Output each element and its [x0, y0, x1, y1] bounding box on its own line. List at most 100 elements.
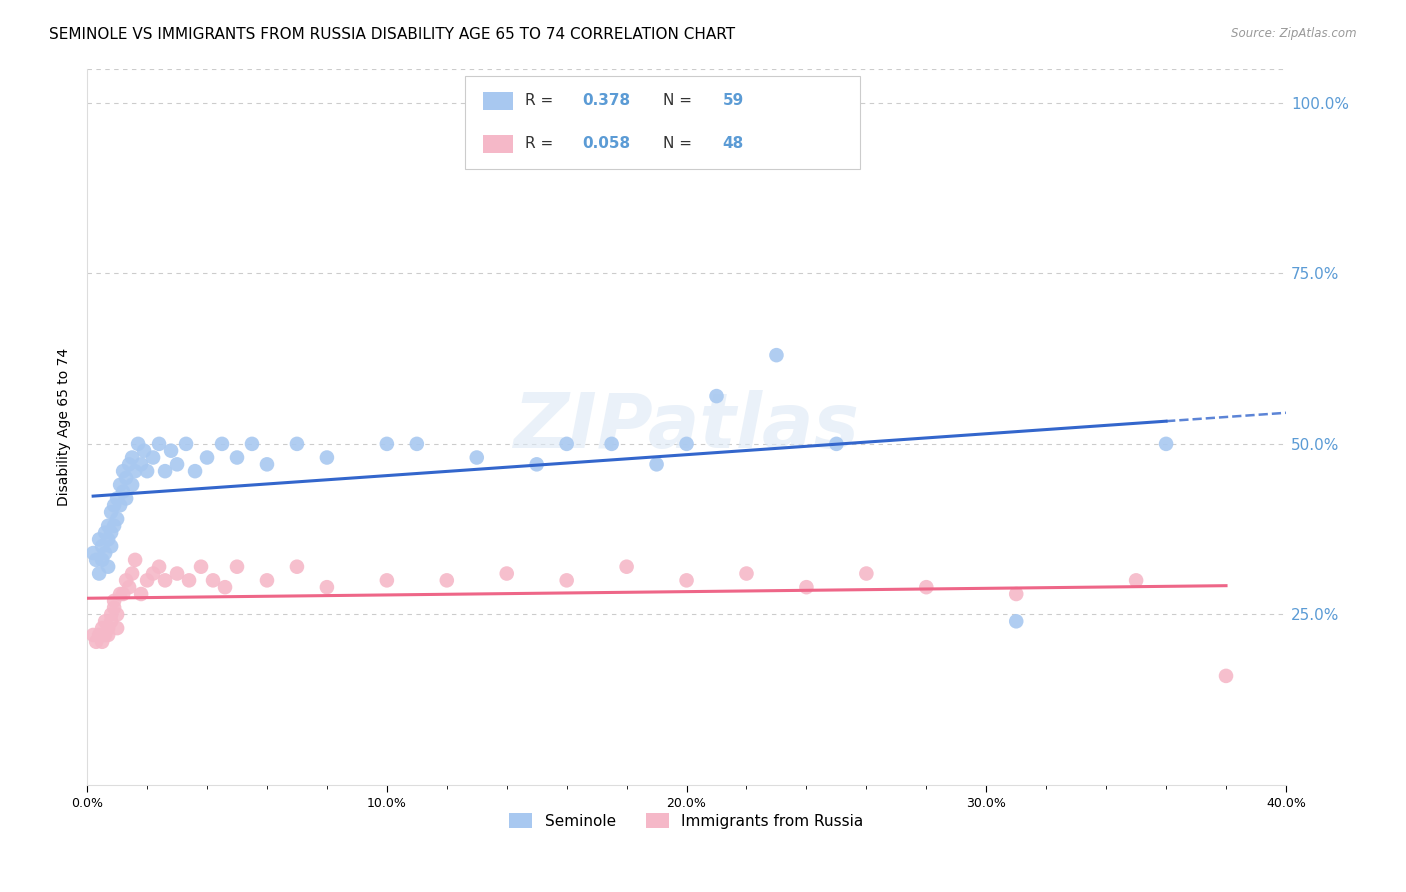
Point: [82, 546, 104, 560]
Text: ZIPatlas: ZIPatlas: [513, 390, 859, 464]
Point: [616, 559, 638, 574]
Point: [89, 628, 111, 642]
Bar: [482, 92, 513, 110]
Point: [103, 498, 125, 512]
Point: [1125, 574, 1147, 588]
Point: [115, 574, 138, 588]
Point: [97, 621, 120, 635]
Point: [436, 574, 458, 588]
Point: [136, 574, 159, 588]
Text: 0.058: 0.058: [582, 136, 630, 152]
Point: [91, 553, 114, 567]
Text: N =: N =: [662, 94, 696, 108]
Point: [100, 539, 122, 553]
Point: [84, 553, 107, 567]
Point: [1215, 669, 1237, 683]
Point: [1154, 437, 1177, 451]
Point: [112, 484, 135, 499]
Point: [108, 478, 131, 492]
Point: [94, 628, 117, 642]
Text: 59: 59: [723, 94, 744, 108]
Point: [103, 594, 125, 608]
Point: [160, 443, 183, 458]
Point: [226, 559, 249, 574]
Point: [97, 533, 120, 547]
Point: [495, 566, 517, 581]
Point: [100, 505, 122, 519]
Point: [105, 607, 128, 622]
Point: [153, 464, 176, 478]
Point: [132, 443, 155, 458]
Point: [94, 525, 117, 540]
Point: [177, 574, 200, 588]
Point: [118, 580, 141, 594]
FancyBboxPatch shape: [465, 76, 860, 169]
Point: [100, 607, 122, 622]
Point: [1005, 615, 1028, 629]
Text: Source: ZipAtlas.com: Source: ZipAtlas.com: [1232, 27, 1357, 40]
Point: [675, 574, 697, 588]
Point: [115, 471, 138, 485]
Point: [202, 574, 225, 588]
Point: [108, 498, 131, 512]
Point: [112, 587, 135, 601]
Text: R =: R =: [524, 94, 558, 108]
Point: [103, 600, 125, 615]
Point: [100, 615, 122, 629]
Point: [142, 450, 165, 465]
Bar: [482, 135, 513, 153]
Point: [285, 437, 308, 451]
Point: [915, 580, 938, 594]
Point: [184, 464, 207, 478]
Point: [121, 566, 143, 581]
Point: [166, 566, 188, 581]
Legend: Seminole, Immigrants from Russia: Seminole, Immigrants from Russia: [503, 806, 870, 835]
Point: [94, 615, 117, 629]
Text: R =: R =: [524, 136, 558, 152]
Point: [256, 458, 278, 472]
Point: [226, 450, 249, 465]
Text: 0.378: 0.378: [582, 94, 630, 108]
Point: [285, 559, 308, 574]
Point: [124, 464, 146, 478]
Point: [195, 450, 218, 465]
Text: SEMINOLE VS IMMIGRANTS FROM RUSSIA DISABILITY AGE 65 TO 74 CORRELATION CHART: SEMINOLE VS IMMIGRANTS FROM RUSSIA DISAB…: [49, 27, 735, 42]
Point: [375, 437, 398, 451]
Point: [84, 634, 107, 648]
Point: [855, 566, 877, 581]
Point: [555, 574, 578, 588]
Point: [89, 566, 111, 581]
Point: [148, 559, 170, 574]
Point: [142, 566, 165, 581]
Point: [82, 628, 104, 642]
Point: [214, 580, 236, 594]
Point: [129, 458, 152, 472]
Point: [675, 437, 697, 451]
Point: [105, 512, 128, 526]
Point: [127, 437, 149, 451]
Point: [526, 458, 548, 472]
Point: [600, 437, 623, 451]
Point: [103, 518, 125, 533]
Point: [129, 587, 152, 601]
Point: [211, 437, 233, 451]
Point: [555, 437, 578, 451]
Point: [316, 450, 339, 465]
Point: [316, 580, 339, 594]
Point: [105, 621, 128, 635]
Point: [645, 458, 668, 472]
Point: [89, 533, 111, 547]
Point: [105, 491, 128, 506]
Point: [124, 553, 146, 567]
Point: [91, 621, 114, 635]
Point: [166, 458, 188, 472]
Point: [91, 539, 114, 553]
Point: [405, 437, 427, 451]
Text: 48: 48: [723, 136, 744, 152]
Point: [121, 450, 143, 465]
Point: [765, 348, 787, 362]
Point: [1005, 587, 1028, 601]
Point: [97, 628, 120, 642]
Point: [121, 478, 143, 492]
Point: [190, 559, 212, 574]
